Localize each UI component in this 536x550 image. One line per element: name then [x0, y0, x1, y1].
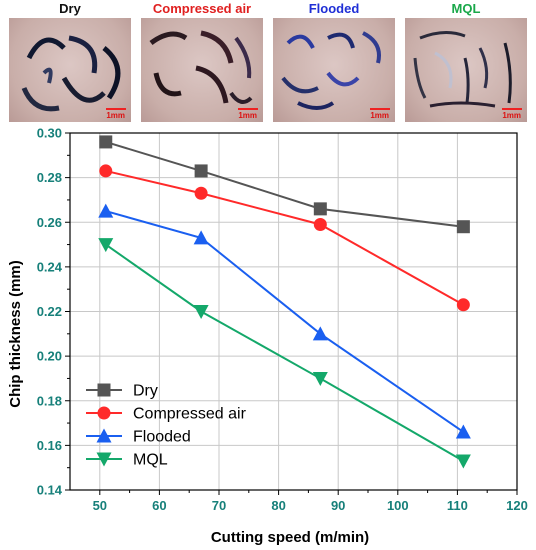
scale-label-flooded: 1mm [370, 111, 389, 120]
data-point [455, 454, 471, 469]
panel-label-dry: Dry [59, 1, 81, 16]
scale-label-dry: 1mm [106, 111, 125, 120]
scale-bar-compressed-air [238, 108, 258, 110]
series-line [105, 243, 464, 462]
x-tick-label: 80 [271, 498, 285, 513]
x-tick-label: 100 [387, 498, 409, 513]
series-flooded [98, 203, 471, 439]
chip-shapes-dry [21, 35, 121, 112]
data-point [193, 230, 209, 245]
legend-label: Compressed air [133, 406, 247, 423]
y-tick-label: 0.18 [37, 393, 62, 408]
data-point [98, 203, 114, 218]
legend-marker [96, 452, 112, 467]
legend-marker [97, 406, 111, 420]
data-point [456, 220, 470, 234]
chip-photo-flooded: 1mm [273, 18, 395, 122]
photo-panel-mql: MQL 1mm [402, 0, 530, 122]
data-point [193, 305, 209, 319]
y-tick-label: 0.20 [37, 349, 62, 364]
panel-label-flooded: Flooded [308, 1, 360, 16]
legend-item: MQL [86, 452, 168, 469]
legend-marker [97, 383, 111, 397]
data-point [194, 186, 208, 200]
chart-axes [65, 132, 518, 495]
x-tick-label: 60 [152, 498, 166, 513]
legend-label: MQL [133, 452, 168, 469]
data-point [312, 371, 328, 386]
chip-shapes-flooded [281, 31, 381, 110]
scale-bar-flooded [370, 108, 390, 110]
photo-panel-flooded: Flooded 1mm [270, 0, 398, 122]
scale-bar-dry [106, 108, 126, 110]
x-axis-label: Cutting speed (m/min) [211, 529, 369, 546]
legend-label: Flooded [133, 429, 191, 446]
y-tick-label: 0.22 [37, 304, 62, 319]
chip-photo-dry: 1mm [9, 18, 131, 122]
chart-series [98, 135, 471, 469]
y-tick-label: 0.26 [37, 215, 62, 230]
chart-legend: Dry Compressed air Flooded MQL [86, 383, 247, 469]
panel-label-compressed-air: Compressed air [152, 1, 252, 16]
legend-item: Flooded [86, 428, 191, 446]
data-point [98, 238, 114, 253]
series-compressed-air [99, 164, 470, 312]
series-line [105, 140, 464, 228]
series-dry [99, 135, 470, 234]
photo-panel-compressed-air: Compressed air 1mm [138, 0, 266, 122]
chip-photo-compressed-air: 1mm [141, 18, 263, 122]
y-tick-label: 0.16 [37, 438, 62, 453]
chip-shapes-compressed-air [149, 30, 253, 104]
legend-marker [96, 428, 112, 443]
legend-label: Dry [133, 383, 158, 400]
x-tick-label: 120 [506, 498, 528, 513]
chip-photo-mql: 1mm [405, 18, 527, 122]
x-tick-label: 90 [331, 498, 345, 513]
scale-label-compressed-air: 1mm [238, 111, 257, 120]
x-tick-labels: 50 60 70 80 90 100 110 120 [93, 498, 528, 513]
photo-panel-dry: Dry 1mm [6, 0, 134, 122]
x-tick-label: 50 [93, 498, 107, 513]
chip-shapes-mql [413, 31, 512, 108]
scale-bar-mql [502, 108, 522, 110]
data-point [99, 135, 113, 149]
plot-frame [69, 132, 518, 491]
scale-label-mql: 1mm [502, 111, 521, 120]
series-line [105, 210, 464, 433]
data-point [456, 298, 470, 312]
data-point [313, 202, 327, 216]
series-line [105, 169, 464, 306]
legend-item: Dry [86, 383, 158, 400]
y-tick-label: 0.30 [37, 126, 62, 141]
data-point [313, 217, 327, 231]
legend-item: Compressed air [86, 406, 247, 423]
y-tick-label: 0.28 [37, 170, 62, 185]
x-tick-label: 110 [447, 498, 468, 513]
data-point [99, 164, 113, 178]
data-point [455, 424, 471, 439]
series-mql [98, 238, 471, 469]
data-point [312, 326, 328, 341]
chip-thickness-chart: 50 60 70 80 90 100 110 120 0.14 0.16 0.18 0.20 0.22… [7, 126, 528, 547]
data-point [194, 164, 208, 178]
panel-label-mql: MQL [451, 1, 481, 16]
chip-photo-strip: Dry 1mm Compressed air [0, 0, 536, 122]
x-tick-label: 70 [212, 498, 226, 513]
y-axis-label: Chip thickness (mm) [7, 260, 24, 408]
y-tick-labels: 0.14 0.16 0.18 0.20 0.22 0.24 0.26 0.28 0.30 [37, 126, 63, 498]
y-tick-label: 0.14 [37, 483, 63, 498]
y-tick-label: 0.24 [37, 259, 63, 274]
